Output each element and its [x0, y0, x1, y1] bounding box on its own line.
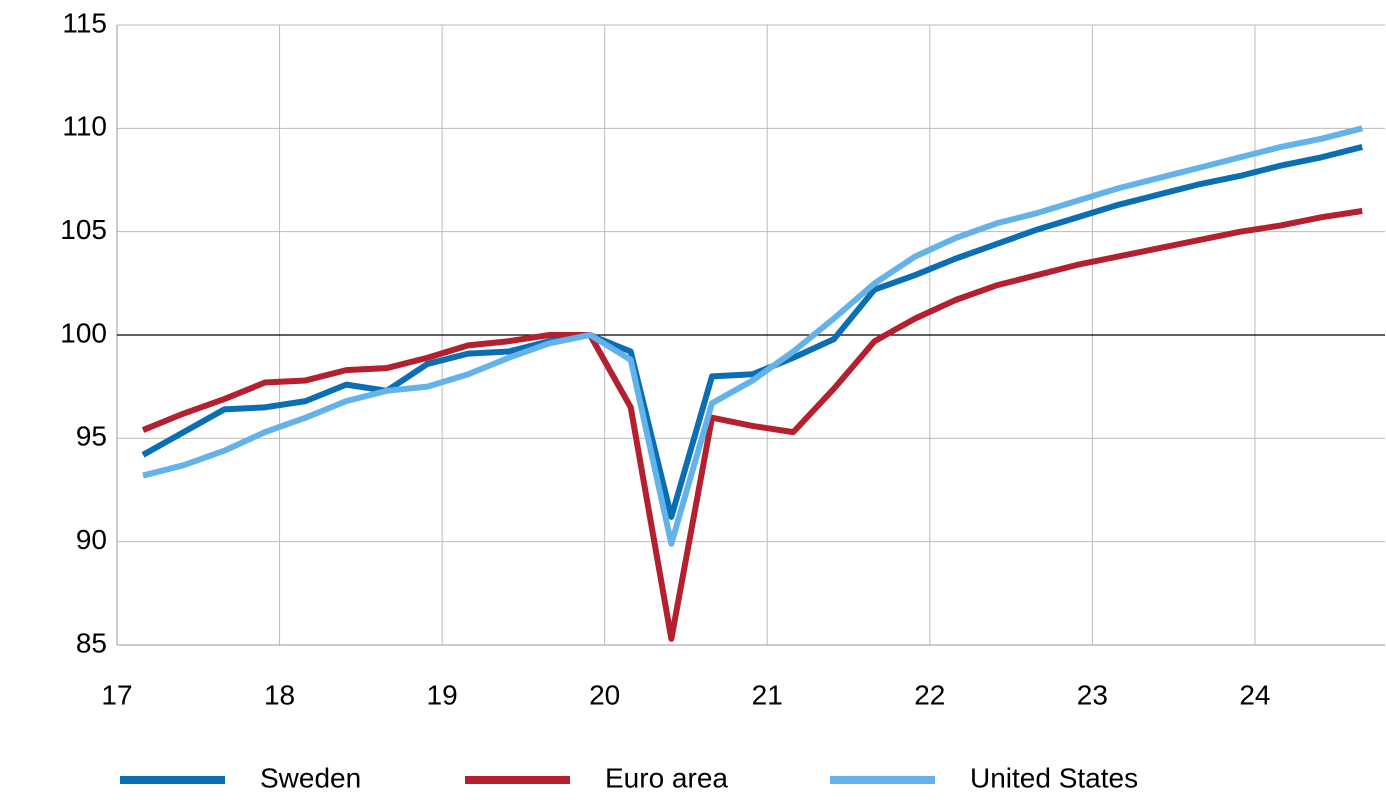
series-line [142, 125, 1363, 547]
legend-label: Euro area [605, 762, 728, 793]
y-tick-label: 110 [62, 111, 107, 142]
y-tick-label: 100 [60, 317, 107, 348]
x-tick-label: 24 [1239, 679, 1270, 710]
y-tick-label: 90 [76, 524, 107, 555]
y-tick-label: 105 [60, 214, 107, 245]
series-line [141, 208, 1363, 642]
legend-label: United States [970, 762, 1138, 793]
y-tick-label: 85 [76, 627, 107, 658]
x-tick-label: 23 [1077, 679, 1108, 710]
x-tick-label: 21 [752, 679, 783, 710]
x-tick-label: 22 [914, 679, 945, 710]
x-tick-label: 20 [589, 679, 620, 710]
series-line [141, 144, 1363, 520]
legend-label: Sweden [260, 762, 361, 793]
x-tick-label: 19 [427, 679, 458, 710]
x-tick-label: 18 [264, 679, 295, 710]
x-tick-label: 17 [101, 679, 132, 710]
y-tick-label: 95 [76, 421, 107, 452]
y-tick-label: 115 [62, 7, 107, 38]
